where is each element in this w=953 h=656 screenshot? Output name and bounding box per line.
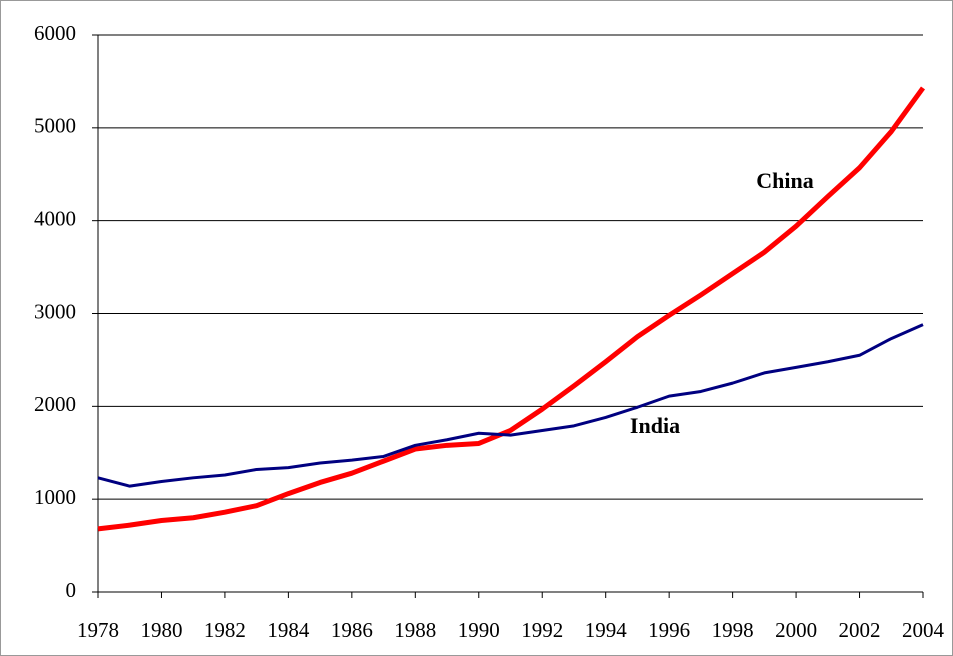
x-tick-label: 1978 xyxy=(77,618,119,642)
x-tick-label: 2004 xyxy=(902,618,945,642)
x-tick-label: 2002 xyxy=(839,618,881,642)
x-tick-label: 2000 xyxy=(775,618,817,642)
x-tick-label: 1982 xyxy=(204,618,246,642)
y-tick-label: 6000 xyxy=(34,21,76,45)
y-tick-label: 1000 xyxy=(34,485,76,509)
x-tick-label: 1980 xyxy=(140,618,182,642)
x-tick-label: 1990 xyxy=(458,618,500,642)
y-tick-label: 5000 xyxy=(34,114,76,138)
y-tick-label: 2000 xyxy=(34,392,76,416)
x-tick-label: 1992 xyxy=(521,618,563,642)
x-tick-label: 1994 xyxy=(585,618,628,642)
x-tick-label: 1988 xyxy=(394,618,436,642)
line-0 xyxy=(97,86,926,532)
series-label: China xyxy=(756,168,813,193)
series-label: India xyxy=(630,413,680,438)
x-tick-label: 1998 xyxy=(712,618,754,642)
y-tick-label: 0 xyxy=(66,578,77,602)
y-tick-label: 4000 xyxy=(34,206,76,230)
line-1 xyxy=(97,323,924,488)
y-tick-label: 3000 xyxy=(34,299,76,323)
x-tick-label: 1986 xyxy=(331,618,373,642)
x-tick-label: 1996 xyxy=(648,618,690,642)
x-tick-label: 1984 xyxy=(267,618,310,642)
